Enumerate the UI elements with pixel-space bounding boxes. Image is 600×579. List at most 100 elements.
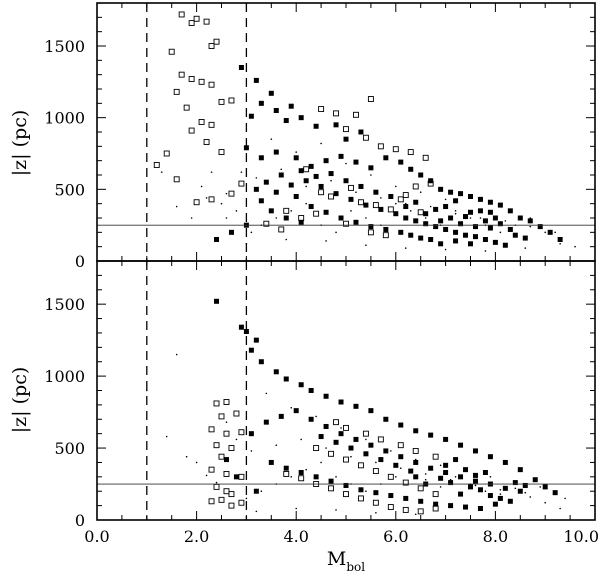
bottom-open-point: [213, 483, 220, 490]
bottom-xtick-label: 6.0: [383, 527, 408, 546]
top-filled-point: [448, 215, 454, 221]
top-filled-point: [482, 218, 488, 224]
bottom-open-point: [372, 468, 379, 475]
bottom-dot-point: [489, 476, 492, 478]
top-dot-point: [320, 142, 322, 145]
bottom-filled-point: [443, 462, 449, 468]
bottom-open-point: [412, 447, 419, 454]
bottom-open-point: [432, 505, 439, 512]
bottom-filled-point: [313, 474, 319, 480]
bottom-filled-point: [253, 337, 259, 343]
bottom-open-point: [328, 450, 335, 457]
top-filled-point: [502, 242, 508, 248]
top-filled-point: [353, 159, 359, 165]
top-open-point: [193, 15, 200, 22]
bottom-dot-point: [395, 476, 397, 478]
top-filled-point: [353, 219, 359, 225]
top-open-point: [193, 199, 200, 206]
top-filled-point: [433, 206, 439, 212]
top-filled-point: [358, 129, 364, 135]
bottom-filled-point: [308, 388, 314, 393]
top-filled-point: [468, 209, 473, 215]
bottom-filled-point: [502, 485, 508, 491]
top-filled-point: [253, 77, 259, 83]
top-filled-point: [368, 224, 374, 230]
bottom-open-point: [343, 491, 349, 498]
top-filled-point: [463, 214, 469, 220]
bottom-filled-point: [298, 382, 304, 388]
top-filled-point: [338, 215, 344, 221]
bottom-open-point: [313, 445, 320, 452]
bottom-dot-point: [414, 458, 417, 461]
top-dot-point: [529, 217, 532, 219]
top-dot-point: [280, 168, 283, 171]
top-open-point: [357, 199, 364, 206]
top-dot-point: [200, 185, 203, 188]
top-filled-point: [328, 171, 334, 177]
top-dot-point: [225, 192, 228, 195]
top-dot-point: [295, 151, 298, 153]
bottom-filled-point: [233, 474, 239, 480]
top-dot-point: [395, 202, 397, 205]
bottom-dot-point: [215, 481, 218, 484]
bottom-dot-point: [185, 455, 188, 458]
bottom-open-point: [238, 429, 245, 436]
bottom-filled-point: [248, 347, 254, 353]
top-filled-point: [383, 155, 389, 161]
bottom-xtick-label: 2.0: [184, 527, 209, 546]
top-filled-point: [428, 237, 434, 242]
bottom-open-point: [402, 479, 409, 486]
top-dot-point: [409, 210, 412, 212]
top-open-point: [218, 149, 225, 156]
bottom-dot-point: [146, 389, 148, 392]
bottom-filled-point: [383, 448, 389, 454]
top-dot-point: [454, 210, 457, 212]
bottom-dot-point: [424, 473, 427, 475]
bottom-dot-point: [375, 461, 377, 464]
bottom-filled-point: [298, 470, 304, 476]
top-dot-point: [370, 174, 372, 176]
bottom-open-point: [432, 453, 439, 460]
top-filled-point: [288, 103, 294, 109]
top-dot-point: [444, 198, 447, 201]
top-filled-point: [477, 208, 483, 214]
bottom-dot-point: [295, 507, 298, 510]
top-filled-point: [487, 199, 493, 205]
bottom-dot-point: [399, 467, 402, 470]
bottom-filled-point: [502, 459, 508, 465]
bottom-filled-point: [472, 478, 478, 484]
top-filled-point: [283, 118, 289, 124]
bottom-dot-point: [315, 415, 317, 418]
top-points: [153, 11, 576, 252]
bottom-filled-point: [238, 324, 244, 330]
top-filled-point: [497, 221, 503, 227]
bottom-dot-point: [414, 513, 417, 516]
bottom-dot-point: [255, 510, 258, 513]
top-ytick-label: 500: [54, 180, 85, 199]
top-dot-point: [365, 217, 367, 219]
top-dot-point: [380, 197, 382, 199]
top-filled-point: [313, 123, 319, 129]
bottom-filled-point: [214, 298, 220, 304]
top-dot-point: [225, 217, 228, 219]
top-filled-point: [453, 229, 459, 235]
bottom-open-point: [432, 491, 439, 498]
top-filled-point: [293, 194, 299, 199]
top-open-point: [238, 180, 245, 187]
bottom-filled-point: [492, 501, 498, 507]
bottom-filled-point: [308, 416, 314, 422]
bottom-filled-point: [413, 474, 419, 480]
top-dot-point: [255, 177, 258, 179]
bottom-filled-point: [458, 491, 464, 497]
top-dot-point: [210, 171, 213, 173]
top-open-point: [353, 111, 359, 118]
top-open-point: [298, 215, 305, 221]
top-open-point: [367, 229, 374, 236]
bottom-points: [146, 298, 566, 516]
bottom-dot-point: [514, 487, 517, 490]
bottom-filled-point: [458, 442, 464, 448]
bottom-reference-lines: [97, 261, 595, 520]
bottom-filled-point: [373, 490, 379, 496]
bottom-filled-point: [552, 490, 558, 496]
